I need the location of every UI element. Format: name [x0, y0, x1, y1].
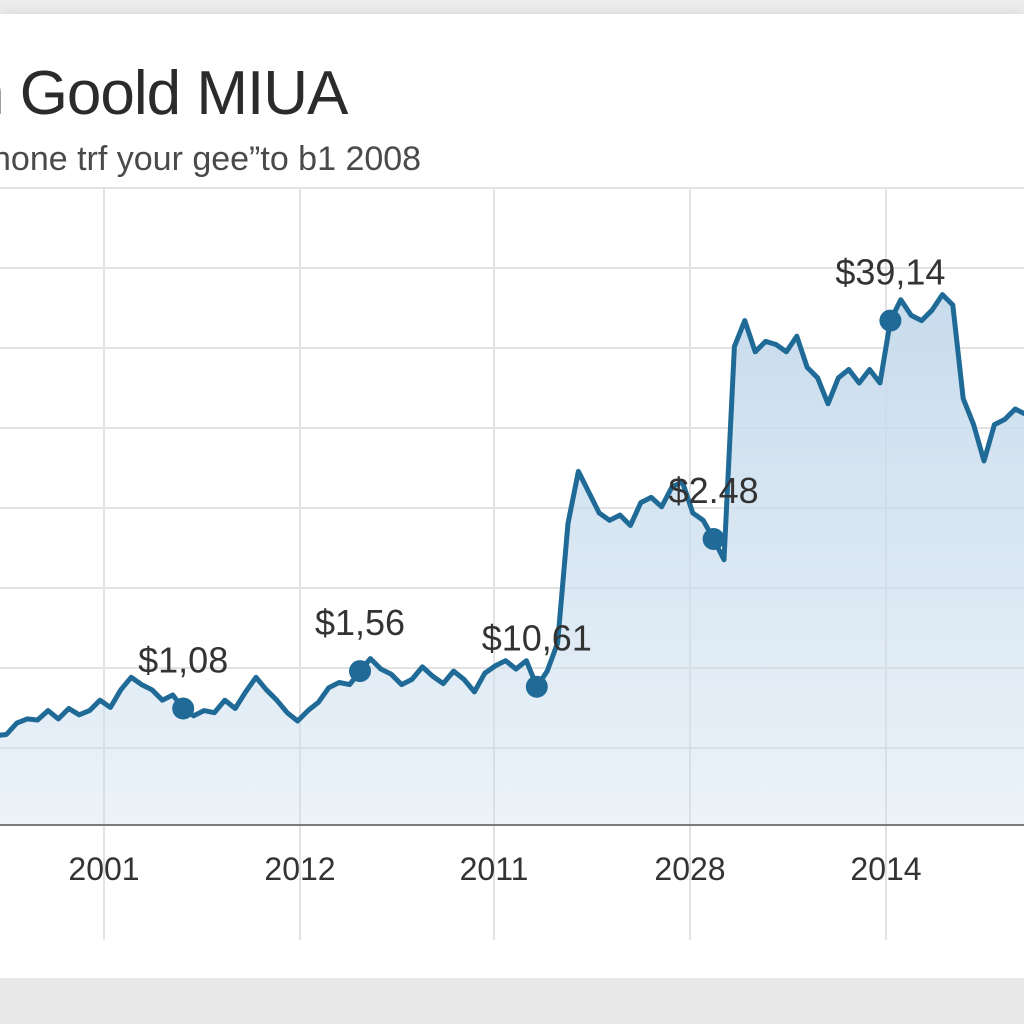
x-tick-label: 2012 — [264, 851, 335, 887]
annotation-marker — [172, 697, 195, 720]
x-tick-label: 2011 — [460, 851, 529, 887]
annotation-marker — [349, 660, 371, 683]
chart-subtitle: hone trf your gee”to b1 2008 — [0, 140, 422, 178]
annotation-label: $10,61 — [482, 618, 592, 659]
annotation-label: $1,08 — [138, 640, 228, 681]
x-tick-label: 2028 — [654, 851, 725, 887]
annotation-label: $1,56 — [315, 602, 405, 643]
series-area — [0, 294, 1024, 825]
annotation-label: $39,14 — [835, 252, 945, 293]
annotation-marker — [525, 675, 548, 698]
series-line — [0, 292, 1024, 738]
annotation-marker — [702, 528, 725, 550]
x-tick-label: 2001 — [68, 851, 139, 887]
chart-title: n Goold MIUA — [0, 59, 348, 128]
bottom-strip — [0, 978, 1024, 1024]
x-tick-label: 2014 — [850, 851, 921, 887]
annotation-label: $2.48 — [669, 470, 759, 511]
annotation-marker — [879, 309, 902, 332]
